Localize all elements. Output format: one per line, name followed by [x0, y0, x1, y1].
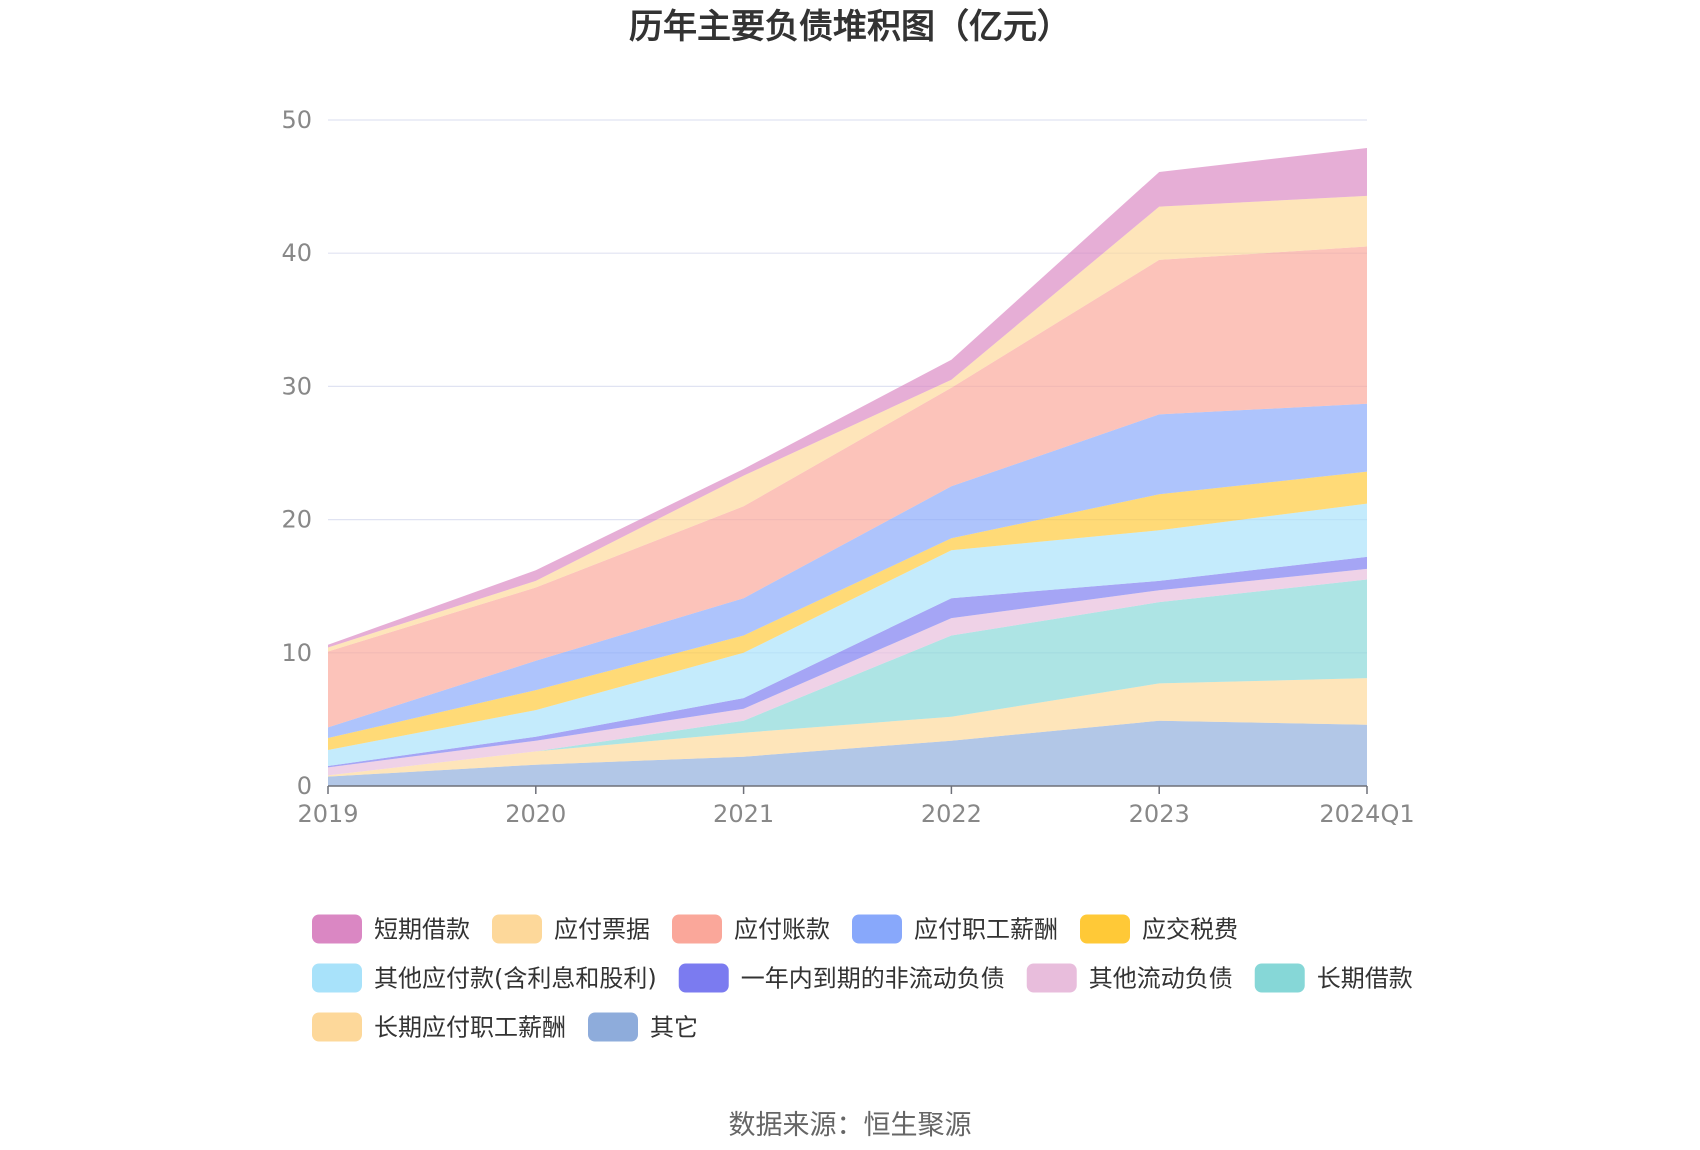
legend-label: 应交税费	[1142, 916, 1238, 944]
chart-title: 历年主要负债堆积图（亿元）	[629, 7, 1071, 47]
x-tick-label: 2022	[921, 800, 982, 828]
legend-item-一年内到期的非流动负债[interactable]: 一年内到期的非流动负债	[678, 963, 1005, 993]
y-tick-label: 20	[281, 506, 312, 534]
x-tick-label: 2020	[505, 800, 566, 828]
legend-label: 一年内到期的非流动负债	[741, 965, 1005, 993]
area-长期借款[interactable]	[328, 579, 1367, 776]
legend-item-应付账款[interactable]: 应付账款	[672, 914, 830, 944]
axes: 0 10 20 30 40 50 2019 2020 2021 2022 2023 2024Q1	[281, 106, 1414, 828]
legend-swatch	[1026, 963, 1077, 993]
legend-item-长期借款[interactable]: 长期借款	[1254, 963, 1413, 993]
x-tick-label: 2021	[713, 800, 774, 828]
area-一年内到期的非流动负债[interactable]	[328, 556, 1367, 768]
y-tick-label: 30	[281, 372, 312, 400]
legend-label: 应付票据	[554, 916, 650, 944]
area-长期应付职工薪酬[interactable]	[328, 678, 1367, 777]
area-其他应付款含利息和股利[interactable]	[328, 503, 1367, 767]
legend-swatch	[492, 914, 542, 944]
legend-swatch	[672, 914, 722, 944]
area-应付票据[interactable]	[328, 195, 1367, 652]
legend-swatch	[678, 963, 729, 993]
legend-item-其他应付款含利息和股利[interactable]: 其他应付款(含利息和股利)	[312, 963, 657, 993]
legend-item-其它[interactable]: 其它	[588, 1012, 698, 1042]
area-短期借款[interactable]	[328, 147, 1367, 648]
legend-item-应交税费[interactable]: 应交税费	[1080, 914, 1238, 944]
legend-swatch	[312, 914, 362, 944]
legend-swatch	[1080, 914, 1130, 944]
area-应交税费[interactable]	[328, 471, 1367, 751]
area-应付账款[interactable]	[328, 246, 1367, 728]
legend-item-其他流动负债[interactable]: 其他流动负债	[1026, 963, 1233, 993]
legend-label: 应付职工薪酬	[914, 916, 1058, 944]
area-其他流动负债[interactable]	[328, 568, 1367, 776]
legend-swatch	[852, 914, 902, 944]
x-tick-label: 2023	[1129, 800, 1190, 828]
legend-swatch	[588, 1012, 638, 1042]
legend-label: 应付账款	[734, 916, 830, 944]
legend-swatch	[1254, 963, 1305, 993]
legend-item-长期应付职工薪酬[interactable]: 长期应付职工薪酬	[312, 1012, 566, 1042]
area-应付职工薪酬[interactable]	[328, 403, 1367, 739]
legend-label: 长期借款	[1317, 965, 1413, 993]
legend-swatch	[312, 1012, 362, 1042]
legend-label: 其他应付款(含利息和股利)	[374, 965, 657, 993]
legend-label: 其他流动负债	[1089, 965, 1233, 993]
legend-label: 长期应付职工薪酬	[374, 1014, 566, 1042]
legend-item-应付票据[interactable]: 应付票据	[492, 914, 650, 944]
y-tick-label: 10	[281, 639, 312, 667]
x-tick-label: 2024Q1	[1319, 800, 1414, 828]
legend-item-短期借款[interactable]: 短期借款	[312, 914, 470, 944]
legend-label: 其它	[650, 1014, 698, 1042]
y-tick-label: 0	[297, 772, 312, 800]
y-tick-label: 40	[281, 239, 312, 267]
area-其它[interactable]	[328, 720, 1367, 786]
legend-swatch	[312, 963, 362, 993]
source-note: 数据来源：恒生聚源	[729, 1110, 972, 1141]
x-tick-label: 2019	[297, 800, 358, 828]
stacked-areas	[328, 147, 1367, 786]
legend-item-应付职工薪酬[interactable]: 应付职工薪酬	[852, 914, 1058, 944]
y-tick-label: 50	[281, 106, 312, 134]
legend-label: 短期借款	[374, 916, 470, 944]
